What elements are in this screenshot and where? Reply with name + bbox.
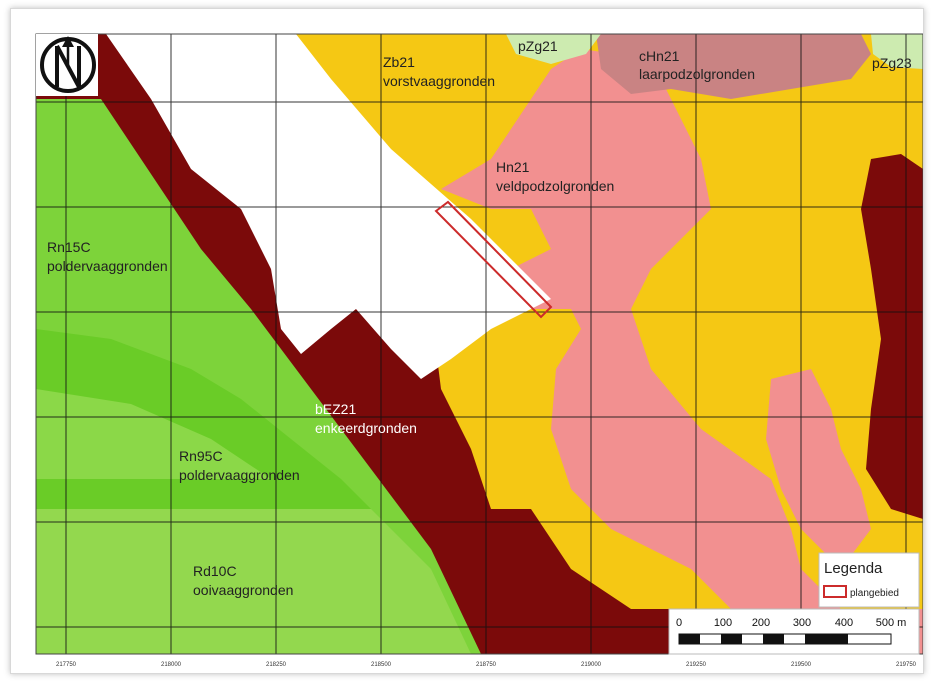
label-code-zb21: Zb21 <box>383 54 415 70</box>
label-name-chn21: laarpodzolgronden <box>639 66 755 82</box>
label-name-rn95c: poldervaaggronden <box>179 467 300 483</box>
x-tick-label: 218250 <box>266 662 287 668</box>
plangebied-outline[interactable] <box>434 200 553 319</box>
scale-label: 0 <box>676 617 682 629</box>
x-tick-label: 219250 <box>686 662 707 668</box>
x-tick-label: 219500 <box>791 662 812 668</box>
scale-label: 300 <box>793 617 811 629</box>
x-tick-label: 219750 <box>896 662 917 668</box>
map-border <box>35 33 923 655</box>
label-name-zb21: vorstvaaggronden <box>383 73 495 89</box>
x-tick-label: 219000 <box>581 662 602 668</box>
label-name-hn21: veldpodzolgronden <box>496 178 614 194</box>
label-code-rn95c: Rn95C <box>179 448 223 464</box>
x-tick-label: 218000 <box>161 662 182 668</box>
legend-title: Legenda <box>824 560 883 577</box>
label-code-chn21: cHn21 <box>639 48 680 64</box>
soil-map[interactable]: Zb21 vorstvaaggronden pZg21 cHn21 laarpo… <box>11 9 923 673</box>
label-name-rd10c: ooivaaggronden <box>193 582 293 598</box>
label-name-rn15c: poldervaaggronden <box>47 258 168 274</box>
scale-bar: 0 100 200 300 400 500 m <box>668 608 920 655</box>
scale-label: 500 m <box>876 617 907 629</box>
scale-label: 200 <box>752 617 770 629</box>
soil-area-rd10c <box>36 509 471 654</box>
x-axis-labels: 217750 218000 218250 218500 218750 21900… <box>56 662 917 668</box>
legend-swatch-plangebied <box>823 585 847 598</box>
label-code-bez21: bEZ21 <box>315 401 356 417</box>
x-tick-label: 218500 <box>371 662 392 668</box>
soil-labels: Zb21 vorstvaaggronden pZg21 cHn21 laarpo… <box>47 38 912 598</box>
scale-label: 100 <box>714 617 732 629</box>
scale-label: 400 <box>835 617 853 629</box>
soil-area-hn21-right <box>766 369 871 569</box>
soil-area-chn21 <box>596 34 871 99</box>
soil-area-rn15c-inner <box>36 389 271 479</box>
soil-area-pzg23 <box>871 34 923 69</box>
x-tick-label: 218750 <box>476 662 497 668</box>
soil-area-bez21-right <box>861 154 923 519</box>
x-tick-label: 217750 <box>56 662 77 668</box>
label-code-rn15c: Rn15C <box>47 239 91 255</box>
legend: Legenda plangebied <box>818 552 920 608</box>
legend-item-plangebied: plangebied <box>850 588 899 599</box>
map-frame: Zb21 vorstvaaggronden pZg21 cHn21 laarpo… <box>10 8 924 674</box>
north-arrow-icon <box>36 34 98 96</box>
coordinate-grid <box>36 34 923 654</box>
soil-area-pzg21 <box>506 34 601 64</box>
soil-area-hn21 <box>441 49 923 654</box>
label-code-pzg23: pZg23 <box>872 55 912 71</box>
label-code-pzg21: pZg21 <box>518 38 558 54</box>
label-code-rd10c: Rd10C <box>193 563 237 579</box>
label-name-bez21: enkeerdgronden <box>315 420 417 436</box>
label-code-hn21: Hn21 <box>496 159 530 175</box>
